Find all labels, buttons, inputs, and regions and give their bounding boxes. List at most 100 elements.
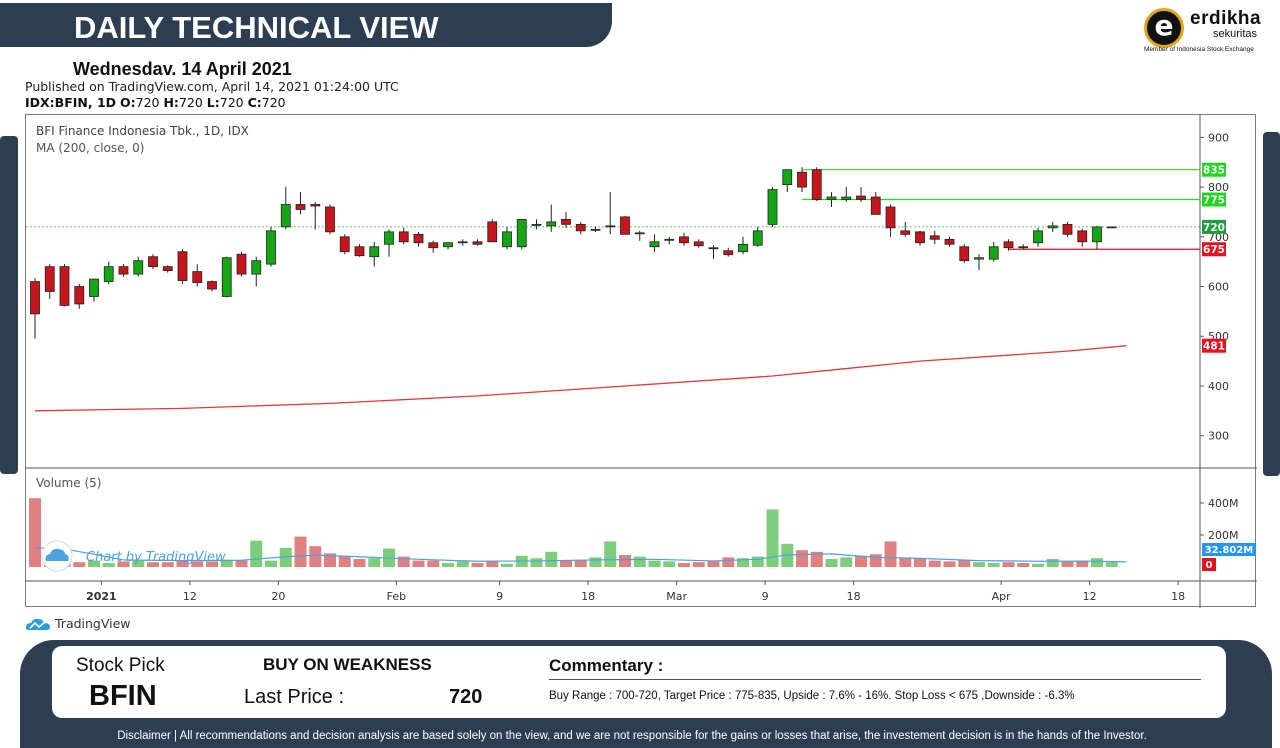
candle-down (797, 171, 807, 188)
candle-up (369, 246, 380, 258)
volume-bar (471, 563, 484, 567)
time-tick-label: 18 (847, 590, 861, 603)
candle-up (767, 189, 778, 225)
volume-bar (530, 558, 543, 567)
title-banner: DAILY TECHNICAL VIEW (0, 3, 612, 47)
candle-up (89, 278, 99, 297)
open-label: O: (120, 95, 136, 110)
recommendation-label: BUY ON WEAKNESS (263, 655, 432, 674)
volume-bar (663, 561, 676, 567)
volume-bar (250, 540, 263, 567)
stock-code: BFIN (89, 680, 157, 712)
volume-bar (914, 558, 926, 567)
candle-up (221, 257, 232, 297)
level-badge-675-bg (1202, 242, 1226, 257)
volume-bar (412, 560, 425, 567)
level-badge-675: 675 (1203, 244, 1225, 256)
volume-bar (235, 560, 248, 567)
volume-bar (722, 557, 735, 567)
candle-up (664, 238, 675, 241)
level-badge-835: 835 (1203, 165, 1225, 177)
volume-bar (220, 559, 233, 567)
candle-up (502, 231, 512, 248)
close-label: C: (247, 95, 262, 110)
right-accent-bar (1263, 132, 1280, 476)
candle-down (693, 241, 704, 247)
volume-bar (855, 555, 867, 567)
candle-up (384, 231, 394, 245)
volume-bar (796, 550, 808, 567)
candle-down (856, 195, 866, 200)
candle-down (1018, 246, 1029, 249)
volume-bar (574, 559, 587, 567)
volume-ma-line (34, 547, 1127, 563)
candle-down (472, 241, 483, 245)
volume-bar (973, 562, 985, 567)
volume-bar (1002, 562, 1015, 567)
candle-up (605, 225, 616, 228)
candle-down (1062, 223, 1073, 235)
candle-up (280, 204, 291, 228)
candle-down (959, 246, 970, 262)
tradingview-credit: TradingView (25, 616, 131, 631)
volume-bar (633, 556, 646, 567)
candle-down (398, 231, 409, 243)
commentary-divider (549, 679, 1201, 680)
volume-last-badge-bg (1202, 543, 1256, 556)
candle-up (988, 246, 999, 260)
tradingview-cloud-icon (25, 618, 50, 630)
last-price-label: Last Price : (244, 686, 345, 708)
indicator-label: MA (200, close, 0) (36, 141, 144, 155)
volume-zero-badge: 0 (1206, 560, 1213, 571)
price-tick-label: 700 (1208, 231, 1229, 244)
candle-down (708, 247, 719, 250)
volume-bar (161, 562, 174, 567)
candle-down (74, 286, 85, 305)
volume-bar (442, 563, 454, 567)
candle-down (148, 256, 158, 268)
volume-bar (29, 498, 41, 567)
candle-down (207, 281, 217, 290)
candle-down (575, 223, 586, 232)
volume-zero-badge-bg (1202, 558, 1216, 571)
volume-bar (486, 561, 499, 567)
volume-bar (132, 560, 145, 567)
volume-bar (678, 563, 690, 567)
candle-down (339, 236, 350, 253)
published-info: Published on TradingView.com, April 14, … (25, 79, 399, 94)
time-tick-label: Feb (387, 590, 406, 603)
time-tick-label: Apr (992, 590, 1012, 603)
candle-down (192, 271, 203, 283)
logo-letter: e (1154, 9, 1174, 42)
time-tick-label: 12 (1083, 590, 1097, 603)
last-price-badge-bg (1202, 219, 1226, 234)
candle-down (295, 204, 306, 210)
candle-up (133, 260, 144, 275)
commentary-label: Commentary : (549, 656, 664, 675)
volume-bar (648, 560, 661, 567)
time-tick-label: 2021 (86, 590, 117, 603)
open-value: 720 (135, 95, 160, 110)
candle-up (1047, 225, 1058, 229)
candle-down (177, 251, 188, 281)
candle-down (1003, 241, 1014, 249)
volume-bar (869, 554, 882, 567)
candle-down (679, 236, 689, 244)
candle-up (634, 232, 645, 235)
volume-bar (619, 555, 631, 567)
volume-bar (397, 556, 410, 567)
volume-bar (692, 562, 705, 567)
volume-bar (751, 556, 764, 567)
volume-bar (294, 536, 307, 567)
volume-bar (707, 560, 720, 567)
logo-subtitle: sekuritas (1213, 28, 1258, 40)
candle-up (1092, 226, 1102, 243)
volume-bar (825, 559, 838, 567)
volume-bar (1032, 563, 1044, 567)
candle-down (162, 266, 173, 272)
candle-up (1033, 230, 1043, 244)
page-title: DAILY TECHNICAL VIEW (74, 10, 439, 45)
erdikha-logo: e erdikha sekuritas Member of Indonesia … (1144, 8, 1272, 56)
